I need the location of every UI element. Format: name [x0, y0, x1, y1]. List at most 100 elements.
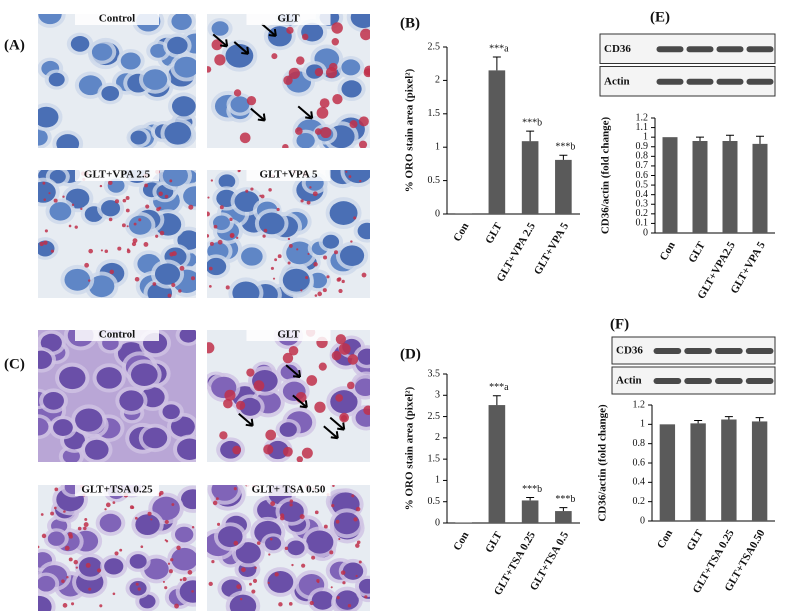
lipid-droplet	[164, 194, 169, 199]
nucleus	[49, 202, 72, 221]
arrow	[323, 425, 339, 440]
lipid-droplet	[162, 580, 166, 583]
lipid-droplet	[330, 586, 333, 589]
lipid-droplet	[282, 352, 294, 364]
lipid-droplet	[314, 294, 318, 297]
lipid-droplet	[77, 526, 82, 531]
lipid-droplet	[99, 184, 103, 188]
lipid-droplet	[282, 446, 293, 457]
blot-band	[746, 46, 774, 53]
micrograph	[38, 330, 196, 462]
micrograph-caption-bg	[75, 329, 159, 341]
lipid-droplet	[48, 192, 51, 195]
lipid-droplet	[340, 570, 346, 575]
micrograph-caption: GLT+VPA 2.5	[84, 169, 151, 181]
lipid-droplet	[155, 234, 159, 238]
nucleus	[101, 85, 120, 101]
error-bar	[726, 134, 734, 141]
lipid-droplet	[211, 559, 215, 564]
nucleus	[40, 333, 62, 352]
lipid-droplet	[312, 191, 318, 197]
lipid-droplet	[133, 222, 137, 226]
bar	[555, 159, 572, 214]
lipid-droplet	[287, 237, 291, 241]
nucleus	[85, 439, 109, 460]
y-tick-label: 0.5	[636, 179, 649, 190]
lipid-droplet	[179, 265, 185, 271]
lipid-droplet	[301, 447, 313, 459]
lipid-droplet	[164, 539, 167, 542]
y-tick-label: 2	[435, 432, 440, 443]
lipid-droplet	[117, 246, 122, 251]
nucleus	[306, 530, 334, 554]
y-axis-label: CD36/actin (fold change)	[600, 117, 612, 235]
blot-band	[653, 378, 682, 384]
nucleus	[53, 419, 73, 436]
micrograph-caption-bg	[246, 169, 331, 181]
y-axis-label: % ORO stain area (pixel²)	[404, 68, 416, 192]
blot-band	[684, 348, 712, 354]
lipid-droplet	[348, 175, 352, 178]
lipid-droplet	[314, 510, 319, 515]
nucleus	[357, 222, 370, 240]
nucleus	[174, 56, 196, 78]
lipid-droplet	[361, 272, 367, 278]
lipid-droplet	[239, 597, 243, 601]
lipid-droplet	[363, 405, 370, 416]
nucleus	[128, 215, 152, 235]
lipid-droplet	[43, 198, 47, 201]
micrograph-caption-bg	[75, 484, 159, 496]
nucleus	[176, 438, 196, 460]
lipid-droplet	[74, 225, 78, 229]
micrograph-caption-bg	[246, 329, 331, 341]
arrow	[285, 364, 302, 379]
lipid-droplet	[326, 275, 330, 279]
bar	[521, 141, 539, 214]
significance-label: ***b	[555, 494, 575, 505]
lipid-droplet	[347, 603, 352, 608]
lipid-droplet	[268, 553, 271, 556]
nucleus	[311, 591, 334, 610]
lipid-droplet	[309, 186, 312, 189]
lipid-droplet	[364, 595, 368, 599]
y-tick-label: 1.5	[428, 108, 441, 119]
blot-band	[656, 46, 684, 53]
panel-label: (A)	[4, 37, 25, 53]
micrograph-caption: GLT+VPA 5	[260, 169, 318, 181]
lipid-droplet	[50, 249, 55, 253]
lipid-droplet	[235, 400, 246, 411]
lipid-droplet	[289, 503, 293, 507]
lipid-droplet	[156, 207, 161, 212]
lipid-droplet	[300, 199, 304, 203]
lipid-droplet	[314, 128, 322, 135]
nucleus	[96, 367, 122, 389]
lipid-droplet	[68, 534, 73, 539]
nucleus	[135, 514, 160, 535]
micrograph-caption-bg	[246, 484, 331, 496]
lipid-droplet	[355, 506, 361, 512]
nucleus	[38, 129, 48, 146]
lipid-droplet	[351, 494, 355, 498]
lipid-droplet	[338, 288, 343, 294]
lipid-droplet	[267, 581, 270, 584]
nucleus	[282, 268, 310, 292]
lipid-droplet	[295, 127, 303, 135]
lipid-droplet	[314, 67, 324, 77]
nucleus	[59, 366, 86, 390]
nucleus	[56, 134, 80, 148]
blot-band	[745, 378, 774, 384]
nucleus	[267, 440, 289, 460]
lipid-droplet	[209, 241, 214, 246]
micrograph-caption: Control	[99, 13, 135, 25]
lipid-droplet	[236, 584, 241, 589]
lipid-droplet	[309, 600, 314, 606]
lipid-droplet	[317, 291, 323, 297]
y-tick-label: 1	[435, 475, 440, 486]
micrograph	[38, 485, 196, 611]
nucleus	[211, 485, 238, 501]
lipid-droplet	[356, 540, 361, 545]
lipid-droplet	[358, 140, 368, 148]
y-tick-label: 3	[435, 390, 440, 401]
lipid-droplet	[187, 569, 193, 575]
lipid-droplet	[317, 580, 320, 584]
